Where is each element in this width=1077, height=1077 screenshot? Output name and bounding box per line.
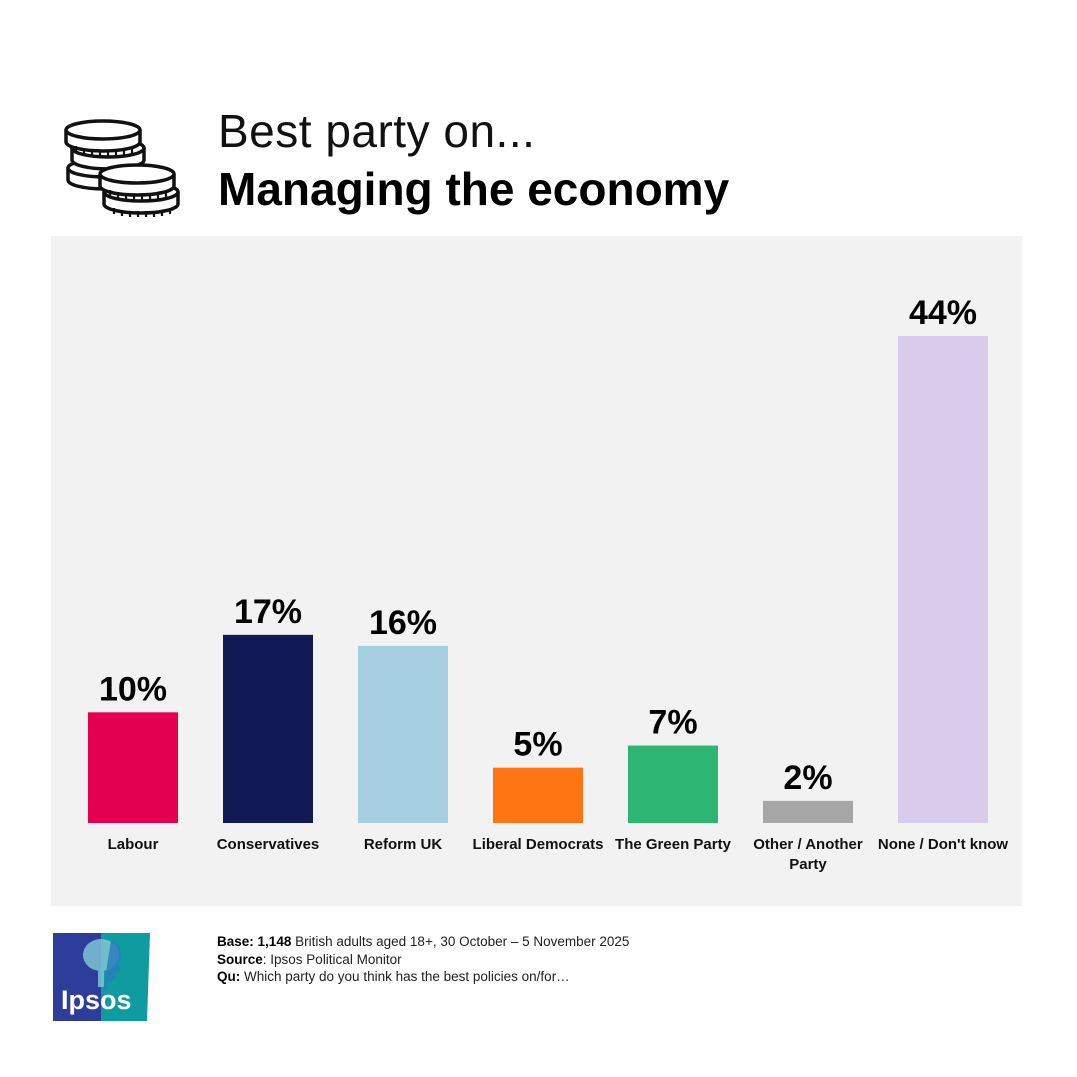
value-label-2: 16% — [369, 604, 437, 642]
chart-title: Managing the economy — [218, 162, 729, 216]
base-value: 1,148 — [258, 934, 292, 949]
coins-icon — [62, 118, 186, 220]
bar-5 — [763, 801, 853, 823]
value-label-5: 2% — [783, 759, 832, 797]
value-label-4: 7% — [648, 704, 697, 742]
category-label-3: Liberal Democrats — [473, 836, 604, 853]
base-label: Base: — [217, 934, 254, 949]
value-label-3: 5% — [513, 726, 562, 764]
question-label: Qu: — [217, 969, 240, 984]
footer-notes: Base: 1,148 British adults aged 18+, 30 … — [217, 933, 629, 986]
bar-0 — [88, 712, 178, 823]
category-label-5: Other / Another Party — [753, 836, 863, 873]
source-label: Source — [217, 952, 263, 967]
chart-panel: 10% Labour 17% Conservatives 16% Reform UK 5% L… — [51, 236, 1022, 906]
bar-6 — [898, 336, 988, 823]
ipsos-logo: Ipsos — [53, 933, 150, 1021]
bar-1 — [223, 635, 313, 823]
category-label-0: Labour — [108, 836, 159, 853]
base-line: Base: 1,148 British adults aged 18+, 30 … — [217, 933, 629, 951]
value-label-6: 44% — [909, 294, 977, 332]
category-label-2: Reform UK — [364, 836, 443, 853]
base-text: British adults aged 18+, 30 October – 5 … — [295, 934, 629, 949]
value-label-1: 17% — [234, 593, 302, 631]
bar-2 — [358, 646, 448, 823]
category-label-6: None / Don't know — [878, 836, 1009, 853]
source-line: Source: Ipsos Political Monitor — [217, 951, 629, 969]
value-label-0: 10% — [99, 670, 167, 708]
question-line: Qu: Which party do you think has the bes… — [217, 968, 629, 986]
category-label-4: The Green Party — [615, 836, 732, 853]
bar-3 — [493, 768, 583, 823]
bar-4 — [628, 746, 718, 823]
category-label-1: Conservatives — [217, 836, 320, 853]
question-text: Which party do you think has the best po… — [244, 969, 570, 984]
chart-pre-title: Best party on... — [218, 104, 535, 158]
logo-text: Ipsos — [61, 985, 132, 1015]
source-text: : Ipsos Political Monitor — [263, 952, 402, 967]
bar-chart: 10% Labour 17% Conservatives 16% Reform UK 5% L… — [51, 236, 1022, 906]
